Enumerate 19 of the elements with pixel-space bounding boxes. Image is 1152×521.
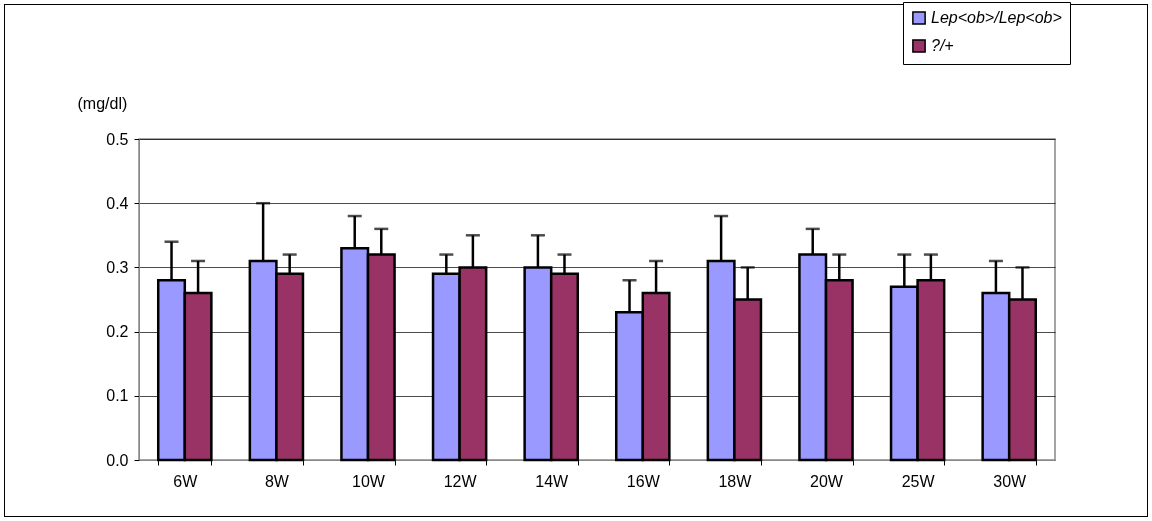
x-tick-label: 20W xyxy=(810,472,844,490)
x-tick-label: 25W xyxy=(901,472,936,490)
x-tick-label: 6W xyxy=(173,472,199,490)
x-tick-label: 18W xyxy=(718,472,753,490)
x-tick-label: 16W xyxy=(626,472,661,490)
x-tick-label: 10W xyxy=(352,472,386,490)
y-tick-label: 0.3 xyxy=(106,258,129,276)
y-tick-label: 0.0 xyxy=(106,451,129,469)
x-tick-label: 14W xyxy=(535,472,570,490)
x-tick-label: 12W xyxy=(443,472,478,490)
y-tick-label: 0.5 xyxy=(106,130,129,148)
legend-label: ?/+ xyxy=(931,37,954,54)
y-tick-label: 0.4 xyxy=(106,194,129,212)
x-tick-label: 8W xyxy=(264,472,290,490)
y-tick-label: 0.1 xyxy=(106,387,129,405)
legend-label: Lep<ob>/Lep<ob> xyxy=(931,9,1062,26)
x-tick-label: 30W xyxy=(993,472,1028,490)
y-axis-title: (mg/dl) xyxy=(77,94,128,112)
y-tick-label: 0.2 xyxy=(106,323,129,341)
